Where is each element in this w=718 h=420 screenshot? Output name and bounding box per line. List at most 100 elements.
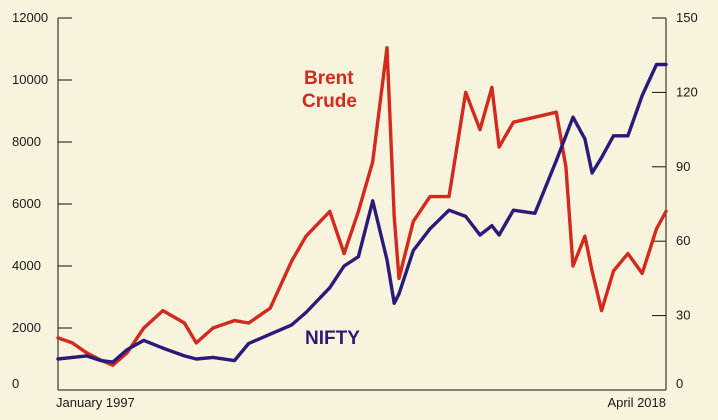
nifty-point	[290, 323, 294, 327]
series-layer	[56, 46, 668, 367]
left-tick-label: 6000	[12, 196, 41, 211]
brent-crude-point	[497, 145, 501, 149]
brent-crude-point	[70, 341, 74, 345]
nifty-point	[664, 63, 668, 66]
right-tick-label: 150	[676, 10, 698, 25]
nifty-point	[111, 360, 115, 364]
brent-crude-point	[247, 321, 251, 325]
brent-crude-point	[85, 351, 89, 355]
brent-crude-point	[211, 326, 215, 330]
nifty-point	[342, 264, 346, 268]
brent-crude-point	[142, 326, 146, 330]
brent-crude-point	[564, 165, 568, 169]
nifty-point	[590, 171, 594, 175]
nifty-point	[511, 208, 515, 212]
x-axis-end-label: April 2018	[607, 395, 666, 410]
nifty-line	[56, 62, 668, 364]
brent-crude-line	[56, 46, 668, 367]
nifty-point	[232, 359, 236, 363]
nifty-point	[142, 338, 146, 342]
brent-crude-point	[590, 269, 594, 273]
brent-crude-point	[655, 227, 658, 231]
nifty-point	[564, 134, 568, 138]
brent-crude-point	[447, 195, 451, 199]
brent-crude-point	[385, 46, 389, 50]
nifty-point	[411, 249, 415, 252]
left-tick-label: 0	[12, 376, 19, 391]
brent-crude-point	[111, 363, 115, 367]
brent-crude-point	[428, 195, 432, 199]
brent-crude-point	[290, 259, 294, 263]
nifty-point	[612, 134, 615, 138]
brent-crude-point	[583, 234, 587, 238]
nifty-point	[356, 255, 360, 259]
nifty-point	[85, 354, 89, 358]
brent-crude-point	[511, 120, 515, 124]
brent-crude-point	[626, 252, 630, 256]
nifty-point	[56, 357, 60, 361]
nifty-point	[626, 134, 630, 138]
nifty-point	[497, 233, 501, 237]
left-tick-label: 8000	[12, 134, 41, 149]
nifty-point	[655, 63, 658, 66]
brent-crude-point	[612, 269, 615, 273]
brent-crude-point	[411, 219, 415, 223]
brent-crude-point	[392, 214, 396, 218]
brent-crude-point	[490, 85, 494, 89]
brent-crude-point	[533, 115, 537, 119]
nifty-point	[182, 354, 186, 358]
nifty-point	[392, 301, 396, 305]
brent-series-label-line1: Brent	[304, 68, 354, 89]
nifty-point	[161, 346, 165, 350]
brent-crude-point	[328, 209, 332, 213]
nifty-point	[640, 94, 644, 97]
nifty-point	[583, 137, 587, 141]
right-tick-label: 90	[676, 159, 690, 174]
brent-crude-point	[342, 252, 346, 256]
nifty-point	[571, 115, 575, 119]
nifty-point	[385, 258, 389, 262]
brent-crude-point	[304, 234, 308, 238]
nifty-point	[533, 211, 537, 215]
brent-crude-point	[194, 341, 198, 345]
brent-crude-point	[464, 90, 468, 94]
nifty-point	[428, 227, 432, 231]
nifty-point	[268, 332, 272, 336]
nifty-point	[99, 359, 103, 363]
nifty-point	[125, 348, 129, 352]
nifty-point	[247, 342, 251, 345]
nifty-point	[600, 156, 604, 159]
nifty-point	[371, 199, 375, 203]
left-tick-label: 10000	[12, 72, 48, 87]
brent-crude-point	[640, 271, 644, 275]
nifty-point	[447, 208, 451, 212]
nifty-point	[211, 355, 215, 359]
brent-crude-point	[182, 321, 186, 325]
nifty-point	[554, 159, 558, 163]
right-tick-label: 0	[676, 376, 683, 391]
brent-crude-point	[478, 128, 482, 132]
right-tick-label: 60	[676, 233, 690, 248]
nifty-point	[478, 233, 482, 237]
brent-crude-point	[664, 209, 668, 213]
left-tick-label: 12000	[12, 10, 48, 25]
nifty-point	[464, 214, 468, 218]
x-axis-start-label: January 1997	[56, 395, 135, 410]
brent-crude-point	[232, 319, 236, 323]
nifty-point	[304, 311, 308, 314]
nifty-point	[70, 355, 74, 359]
brent-crude-point	[571, 264, 575, 268]
left-tick-label: 2000	[12, 320, 41, 335]
brent-crude-point	[600, 309, 604, 313]
nifty-point	[490, 224, 494, 228]
brent-crude-point	[356, 209, 360, 213]
labels-layer: 0 2000 4000 6000 8000 10000 12000 0 30 60 90 120 150…	[12, 10, 698, 410]
nifty-point	[397, 292, 401, 296]
brent-crude-point	[268, 306, 272, 310]
axes-layer	[57, 17, 667, 391]
brent-crude-point	[56, 336, 60, 340]
brent-crude-point	[371, 160, 375, 164]
nifty-series-label: NIFTY	[305, 328, 360, 349]
